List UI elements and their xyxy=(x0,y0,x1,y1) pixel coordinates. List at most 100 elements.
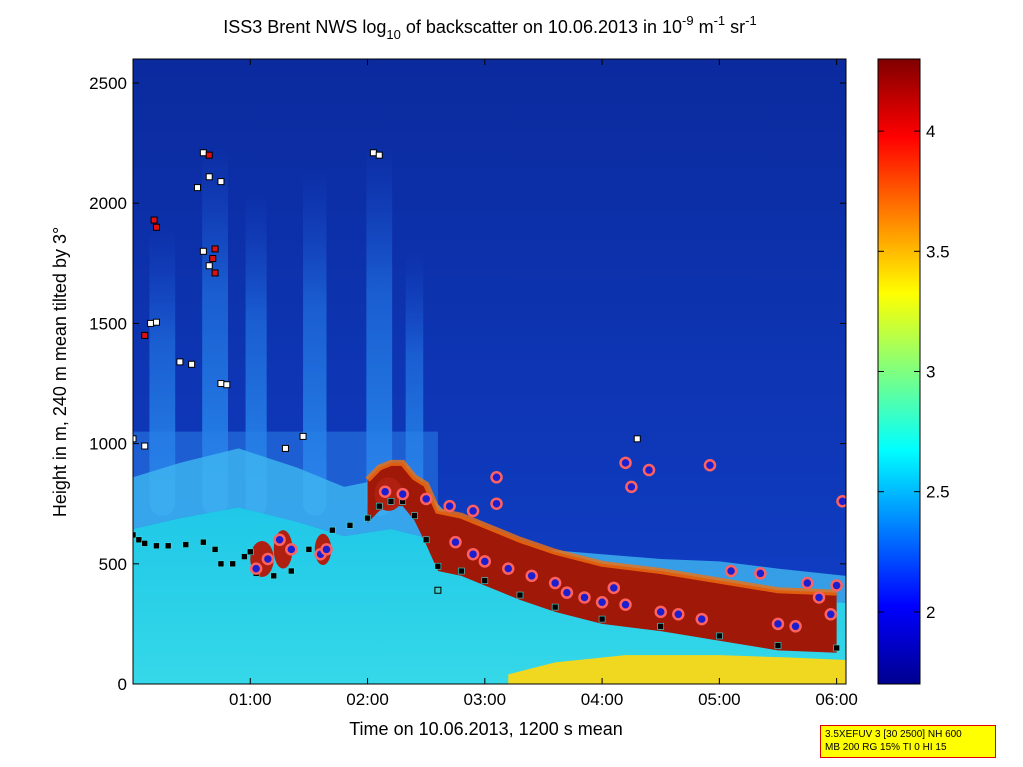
cloud-base-point xyxy=(830,579,843,592)
cloud-base-point xyxy=(619,456,632,470)
layer-point xyxy=(422,536,430,544)
layer-point xyxy=(551,603,559,611)
layer-point xyxy=(657,623,665,630)
cloud-base-point xyxy=(724,564,738,578)
cloud-base-point xyxy=(378,485,392,498)
x-axis: 01:00 02:00 03:00 04:00 05:00 06:00 xyxy=(229,59,858,709)
cloud-base-point xyxy=(812,591,826,604)
cb-tick-label-3: 3.5 xyxy=(926,242,950,261)
surface-layer xyxy=(508,655,846,684)
cloud-base-point xyxy=(771,617,785,631)
high-cloud-point xyxy=(176,358,184,366)
cloud-base-point xyxy=(525,569,538,583)
high-cloud-point xyxy=(211,269,219,277)
info-box: 3.5XEFUV 3 [30 2500] NH 600 MB 200 RG 15… xyxy=(820,725,996,758)
high-cloud-point xyxy=(141,442,149,450)
cloud-layer xyxy=(367,462,837,653)
plume-4 xyxy=(366,143,393,516)
cloud-base-point xyxy=(789,620,802,633)
high-cloud-point xyxy=(223,381,231,389)
layer-point xyxy=(241,553,248,560)
cloud-base-point xyxy=(285,543,298,556)
cb-tick-label-0: 2 xyxy=(926,603,935,622)
layer-point xyxy=(305,546,313,553)
layer-point xyxy=(329,526,336,534)
high-cloud-point xyxy=(375,151,383,159)
cloud-base-point xyxy=(396,487,409,501)
layer-point xyxy=(774,642,782,649)
cloud-base-point xyxy=(273,533,286,547)
cloud-base-point xyxy=(419,492,433,506)
cb-tick-label-2: 3 xyxy=(926,363,935,382)
high-cloud-point xyxy=(217,380,225,388)
layer-point xyxy=(133,531,137,539)
high-cloud-point xyxy=(188,360,196,368)
colorbar-gradient xyxy=(877,58,921,685)
layer-point xyxy=(411,512,418,520)
cloud-base-point xyxy=(466,504,480,518)
cloud-base-point xyxy=(578,591,591,604)
layer-point xyxy=(434,562,442,570)
high-cloud-point xyxy=(205,262,213,270)
cloud-base-point xyxy=(654,605,667,619)
high-cloud-point xyxy=(147,319,155,327)
high-cloud-point xyxy=(152,318,160,326)
high-cloud-point xyxy=(211,245,219,253)
transition-layer xyxy=(133,448,846,603)
layer-point xyxy=(164,542,172,550)
info-line-1: 3.5XEFUV 3 [30 2500] NH 600 xyxy=(825,729,962,740)
cloud-base-point xyxy=(449,535,462,549)
x-tick-label-5: 06:00 xyxy=(815,690,858,709)
high-cloud-point xyxy=(209,255,217,263)
high-cloud-point xyxy=(141,331,149,339)
x-tick-label-4: 05:00 xyxy=(698,690,741,709)
y-axis-label: Height in m, 240 m mean tilted by 3° xyxy=(50,227,70,517)
cloud-base-point xyxy=(836,495,846,508)
high-cloud-point xyxy=(281,444,289,452)
high-cloud-point xyxy=(299,432,307,440)
layer-point xyxy=(375,502,383,510)
info-line-2: MB 200 RG 15% TI 0 HI 15 xyxy=(825,742,947,753)
y-tick-label-1: 500 xyxy=(99,555,127,574)
layer-point xyxy=(288,567,295,575)
layer-point xyxy=(458,567,465,575)
layer-point xyxy=(716,632,723,640)
layer-point xyxy=(153,542,160,550)
cb-tick-label-4: 4 xyxy=(926,122,935,141)
layer-point xyxy=(200,538,207,546)
cloud-base-point xyxy=(490,497,503,510)
high-cloud-point xyxy=(150,216,158,224)
x-tick-label-2: 03:00 xyxy=(464,690,507,709)
cloud-base-point xyxy=(595,596,609,609)
cloud-base-point xyxy=(672,608,685,621)
y-tick-label-4: 2000 xyxy=(89,194,127,213)
cloud-base-point xyxy=(443,499,456,513)
y-tick-label-0: 0 xyxy=(118,675,127,694)
cloud-base-point xyxy=(625,480,638,494)
cloud-base-point xyxy=(607,581,621,595)
y-tick-label-2: 1000 xyxy=(89,435,127,454)
layer-point xyxy=(135,536,143,544)
layer-point xyxy=(387,498,395,505)
cloud-base-point xyxy=(478,555,492,568)
x-tick-label-0: 01:00 xyxy=(229,690,272,709)
colorbar: 2 2.5 3 3.5 4 xyxy=(877,58,950,685)
cloud-base-point xyxy=(490,471,503,484)
cloud-base-point xyxy=(320,543,333,556)
cloud-base-point xyxy=(619,598,632,611)
y-tick-label-3: 1500 xyxy=(89,314,127,333)
y-axis: 0 500 1000 1500 2000 2500 xyxy=(89,74,846,694)
cloud-base-point xyxy=(801,576,814,590)
high-cloud-point xyxy=(369,149,377,157)
layer-point xyxy=(211,546,219,553)
chart-title: ISS3 Brent NWS log10 of backscatter on 1… xyxy=(223,13,756,42)
cloud-base-point xyxy=(466,547,480,561)
high-cloud-point xyxy=(434,586,442,594)
cb-tick-label-1: 2.5 xyxy=(926,483,950,502)
high-cloud-point xyxy=(217,178,225,186)
x-axis-label: Time on 10.06.2013, 1200 s mean xyxy=(349,719,623,739)
layer-point xyxy=(229,560,236,568)
layer-point xyxy=(270,572,278,580)
cloud-base-point xyxy=(824,608,838,621)
